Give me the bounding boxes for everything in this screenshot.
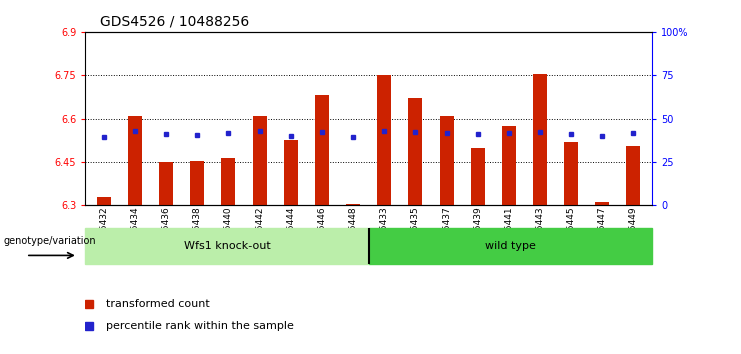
Bar (471, 148, 485, 205)
Bar (502, 126, 516, 205)
Bar (159, 162, 173, 205)
Text: genotype/variation: genotype/variation (4, 236, 96, 246)
Bar (408, 98, 422, 205)
Bar (190, 160, 205, 205)
Bar (626, 146, 640, 205)
Text: GDS4526 / 10488256: GDS4526 / 10488256 (100, 14, 249, 28)
Bar (377, 75, 391, 205)
Bar (253, 116, 267, 205)
Bar (97, 197, 111, 205)
Bar (85, 228, 369, 264)
Bar (595, 202, 609, 205)
Text: wild type: wild type (485, 241, 536, 251)
Bar (346, 204, 360, 205)
Bar (128, 116, 142, 205)
Bar (564, 142, 578, 205)
Bar (284, 140, 298, 205)
Bar (439, 116, 453, 205)
Text: percentile rank within the sample: percentile rank within the sample (105, 321, 293, 331)
Bar (315, 96, 329, 205)
Text: Wfs1 knock-out: Wfs1 knock-out (184, 241, 270, 251)
Bar (222, 158, 236, 205)
Bar (533, 74, 547, 205)
Bar (369, 228, 652, 264)
Text: transformed count: transformed count (105, 299, 210, 309)
